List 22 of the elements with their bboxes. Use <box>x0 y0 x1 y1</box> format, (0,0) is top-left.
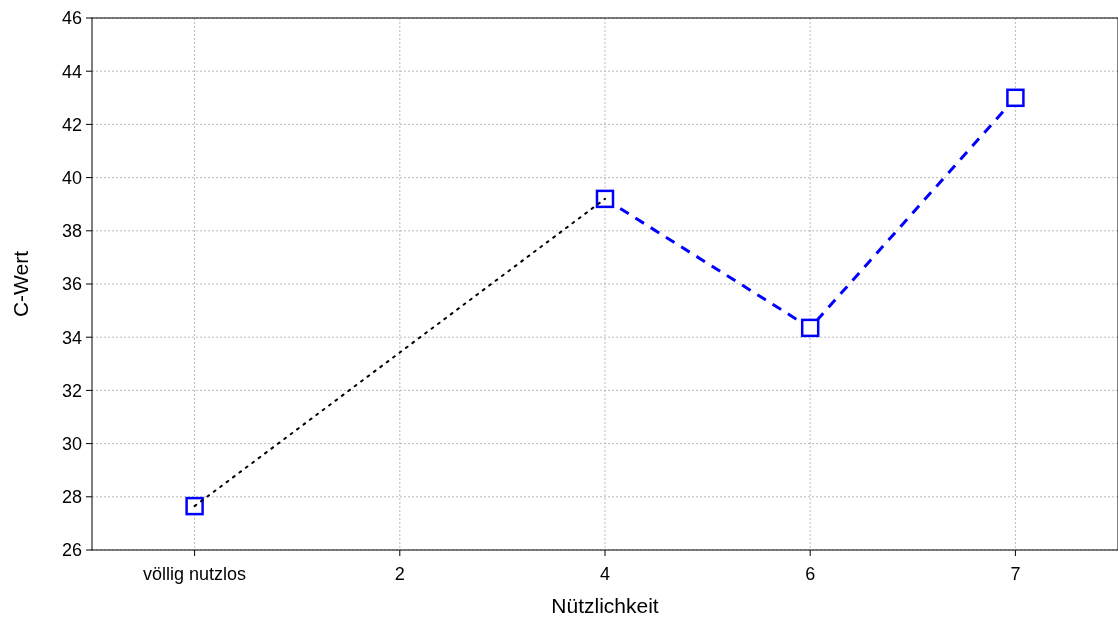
y-tick-label: 26 <box>61 540 82 561</box>
y-tick-label: 28 <box>61 487 82 508</box>
x-axis-title: Nützlichkeit <box>551 594 659 617</box>
x-tick-label: völlig nutzlos <box>143 564 247 584</box>
y-tick-label: 32 <box>61 380 82 401</box>
y-tick-label: 44 <box>61 61 82 82</box>
x-tick-label: 4 <box>599 564 611 584</box>
x-tick-label: 2 <box>394 564 405 584</box>
point <box>595 189 615 209</box>
y-tick-label: 38 <box>61 221 82 242</box>
point <box>800 318 820 338</box>
y-tick-label: 30 <box>61 433 82 454</box>
y-axis-title: C-Wert <box>9 250 32 318</box>
y-tick-label: 42 <box>61 114 82 135</box>
point <box>185 496 204 516</box>
x-tick-label: 7 <box>1010 564 1021 584</box>
point <box>1006 88 1025 108</box>
y-tick-label: 46 <box>61 8 82 29</box>
y-tick-label: 36 <box>61 274 82 295</box>
y-tick-label: 34 <box>61 327 82 348</box>
y-tick-label: 40 <box>61 167 82 188</box>
x-tick-label: 6 <box>805 564 816 584</box>
